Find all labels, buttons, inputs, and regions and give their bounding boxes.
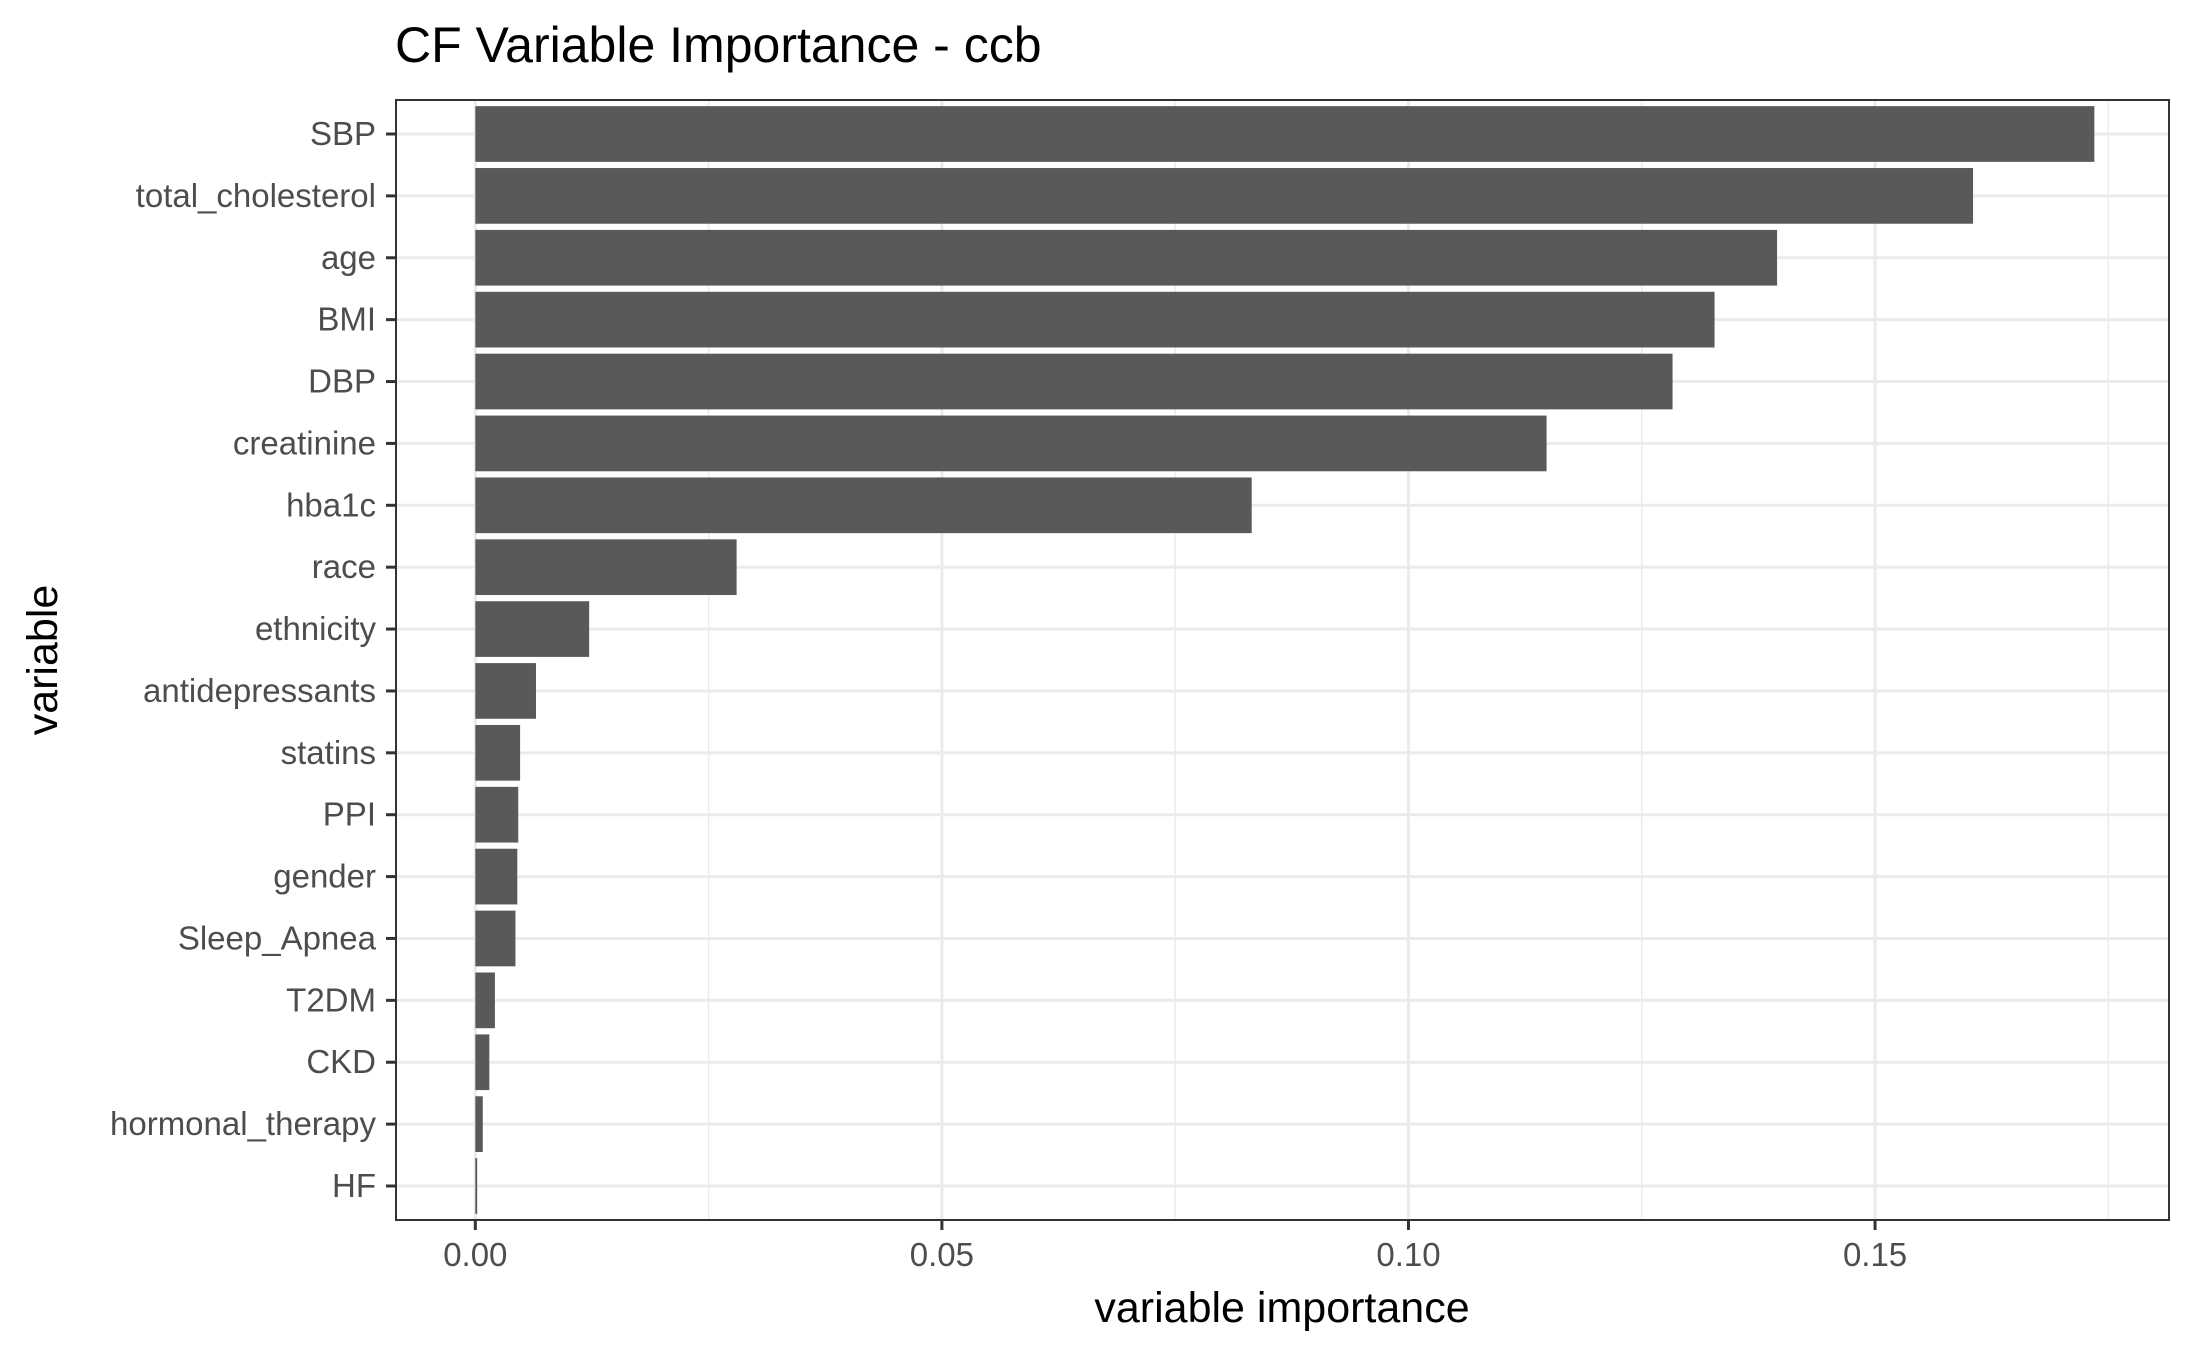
- y-tick-label: ethnicity: [255, 610, 377, 647]
- bar-creatinine: [475, 415, 1547, 472]
- y-tick-label: creatinine: [233, 424, 376, 461]
- y-tick-label: HF: [332, 1167, 376, 1204]
- y-tick-label: DBP: [308, 363, 376, 400]
- y-tick-label: gender: [273, 858, 376, 895]
- y-tick-label: SBP: [310, 115, 376, 152]
- bar-HF: [475, 1158, 478, 1214]
- chart-title: CF Variable Importance - ccb: [395, 17, 1042, 73]
- y-tick-label: PPI: [323, 796, 376, 833]
- bar-CKD: [475, 1034, 490, 1091]
- y-tick-label: T2DM: [286, 981, 376, 1018]
- y-axis-title: variable: [19, 585, 67, 736]
- y-tick-label: Sleep_Apnea: [178, 919, 377, 956]
- bar-antidepressants: [475, 663, 536, 719]
- bar-DBP: [475, 353, 1673, 410]
- bar-BMI: [475, 291, 1715, 348]
- bar-T2DM: [475, 972, 495, 1029]
- y-tick-label: race: [312, 548, 376, 585]
- y-tick-label: BMI: [317, 301, 376, 338]
- bar-gender: [475, 848, 518, 905]
- y-tick-label: hormonal_therapy: [110, 1105, 376, 1142]
- y-tick-label: CKD: [306, 1043, 376, 1080]
- bar-statins: [475, 724, 521, 781]
- plot-border: [395, 99, 2170, 1221]
- plot-background: [396, 100, 2169, 1220]
- bar-age: [475, 229, 1778, 286]
- bar-total_cholesterol: [475, 168, 1974, 224]
- x-tick-label: 0.15: [1843, 1236, 1907, 1273]
- bar-hormonal_therapy: [475, 1096, 483, 1152]
- x-tick-label: 0.05: [910, 1236, 974, 1273]
- y-tick-label: hba1c: [286, 486, 376, 523]
- x-tick-label: 0.10: [1376, 1236, 1440, 1273]
- bar-SBP: [475, 106, 2095, 162]
- bars: [475, 106, 2095, 1214]
- x-axis: 0.00 0.05 0.10 0.15: [443, 1220, 1907, 1273]
- y-tick-label: age: [321, 239, 376, 276]
- x-axis-title: variable importance: [1094, 1284, 1469, 1332]
- bar-race: [475, 539, 737, 596]
- bar-PPI: [475, 786, 519, 843]
- y-tick-label: statins: [281, 734, 376, 771]
- bar-ethnicity: [475, 601, 590, 657]
- bar-hba1c: [475, 477, 1252, 534]
- y-tick-label: total_cholesterol: [136, 177, 376, 214]
- bar-Sleep_Apnea: [475, 910, 516, 967]
- y-tick-label: antidepressants: [143, 672, 376, 709]
- x-tick-label: 0.00: [443, 1236, 507, 1273]
